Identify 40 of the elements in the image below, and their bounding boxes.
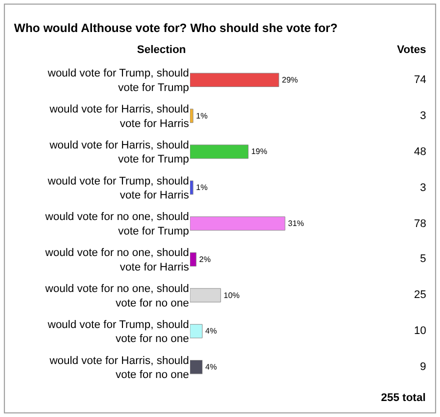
bar [190, 324, 203, 338]
text: 255 total [381, 392, 426, 404]
text: 3 [420, 110, 426, 122]
bar [190, 180, 194, 195]
data-label: 4% [205, 326, 217, 336]
bar [190, 288, 221, 302]
y-tick-label: would vote for Trump, should vote for Trump [46, 68, 189, 94]
text: 78 [414, 218, 426, 230]
data-label: 29% [282, 75, 298, 84]
data-label: 4% [205, 362, 217, 372]
text: 25 [414, 289, 426, 301]
bar [190, 108, 194, 123]
data-label: 2% [199, 254, 211, 264]
bar [190, 144, 248, 159]
text: 5 [420, 253, 426, 265]
y-tick-label: would vote for no one, should vote for no one [44, 282, 189, 310]
y-tick-label: would vote for Harris, should vote for Trump [48, 139, 189, 166]
data-label: 19% [251, 147, 268, 156]
y-tick-label: would vote for no one, should vote for Harris [44, 247, 190, 274]
y-tick-label: would vote for Trump, should vote for Harris [46, 175, 190, 202]
chart-title: Who would Althouse vote for? Who should she vote for? [14, 21, 338, 35]
text: 9 [420, 361, 426, 373]
y-tick-label: would vote for Harris, should vote for no one [48, 354, 189, 382]
bar [190, 216, 286, 231]
data-label: 1% [196, 183, 208, 192]
y-tick-label: would vote for Trump, should vote for no one [46, 318, 189, 346]
data-label: 31% [288, 219, 304, 228]
y-tick-label: would vote for no one, should vote for Trump [44, 211, 189, 238]
text: 74 [414, 74, 426, 86]
data-label: 1% [196, 111, 208, 120]
data-label: 10% [224, 290, 240, 300]
text: 48 [414, 146, 426, 158]
bar [190, 360, 203, 374]
text: 10 [414, 325, 426, 337]
bar [190, 252, 196, 266]
text: Votes [397, 44, 426, 56]
text: Selection [137, 44, 186, 56]
y-tick-label: would vote for Harris, should vote for Harris [48, 104, 190, 130]
text: 3 [420, 182, 426, 194]
bar [190, 72, 280, 88]
